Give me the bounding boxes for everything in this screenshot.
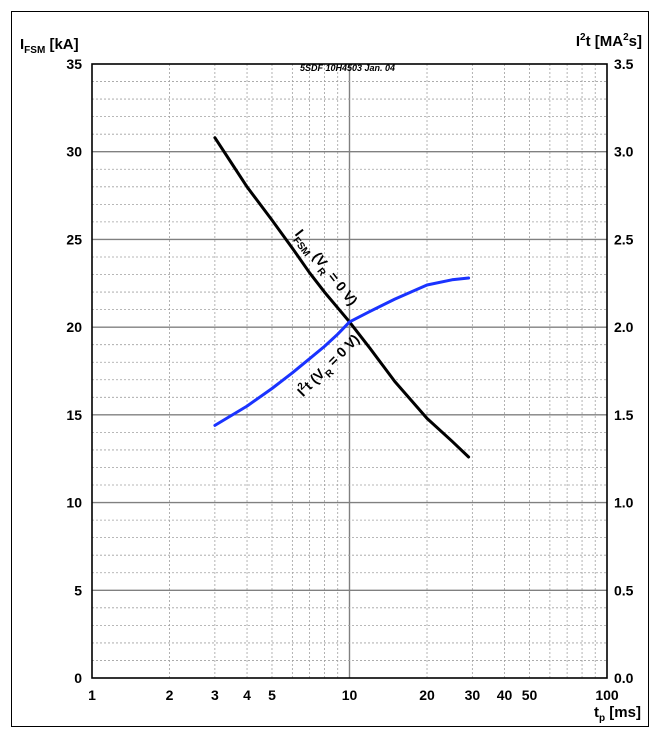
x-tick-label: 10 bbox=[342, 687, 358, 703]
x-tick-label: 20 bbox=[419, 687, 435, 703]
x-tick-label: 100 bbox=[595, 687, 619, 703]
series-line bbox=[213, 136, 471, 459]
y-right-tick-label: 0.5 bbox=[614, 582, 634, 598]
y-right-tick-label: 1.5 bbox=[614, 407, 634, 423]
y-right-tick-label: 2.0 bbox=[614, 319, 634, 335]
x-tick-label: 2 bbox=[166, 687, 174, 703]
x-tick-label: 1 bbox=[88, 687, 96, 703]
y-right-tick-label: 0.0 bbox=[614, 670, 634, 686]
x-tick-label: 30 bbox=[465, 687, 481, 703]
axes bbox=[91, 63, 608, 679]
chart-reference: 5SDF 10H4503 Jan. 04 bbox=[300, 63, 396, 73]
y-left-tick-label: 5 bbox=[74, 582, 82, 598]
curve-labels: IFSM (VR = 0 V)I2t (VR = 0 V) bbox=[290, 226, 362, 399]
x-tick-label: 4 bbox=[243, 687, 251, 703]
y-right-tick-label: 3.0 bbox=[614, 144, 634, 160]
x-tick-label: 40 bbox=[497, 687, 513, 703]
y-left-tick-label: 35 bbox=[66, 56, 82, 72]
y-left-tick-label: 0 bbox=[74, 670, 82, 686]
y-left-tick-label: 25 bbox=[66, 231, 82, 247]
x-tick-label: 5 bbox=[268, 687, 276, 703]
x-axis-title: tp [ms] bbox=[594, 704, 641, 724]
series bbox=[213, 136, 471, 459]
y-left-axis-title: IFSM [kA] bbox=[20, 36, 79, 56]
y-left-tick-label: 20 bbox=[66, 319, 82, 335]
y-right-tick-label: 3.5 bbox=[614, 56, 634, 72]
y-left-tick-label: 30 bbox=[66, 144, 82, 160]
plot-border bbox=[91, 63, 608, 679]
x-tick-label: 3 bbox=[211, 687, 219, 703]
x-tick-label: 50 bbox=[522, 687, 538, 703]
y-right-tick-label: 1.0 bbox=[614, 495, 634, 511]
y-right-tick-label: 2.5 bbox=[614, 231, 634, 247]
series-line bbox=[213, 276, 471, 427]
y-right-axis-title: I2t [MA2s] bbox=[575, 32, 642, 50]
y-left-tick-label: 15 bbox=[66, 407, 82, 423]
grid bbox=[92, 64, 607, 678]
chart-frame: 0 5 10 15 20 25 30 35 0.0 0.5 1.0 1.5 2.0 2.5 3.0 3.5 1 2… bbox=[11, 11, 649, 727]
y-left-tick-label: 10 bbox=[66, 495, 82, 511]
